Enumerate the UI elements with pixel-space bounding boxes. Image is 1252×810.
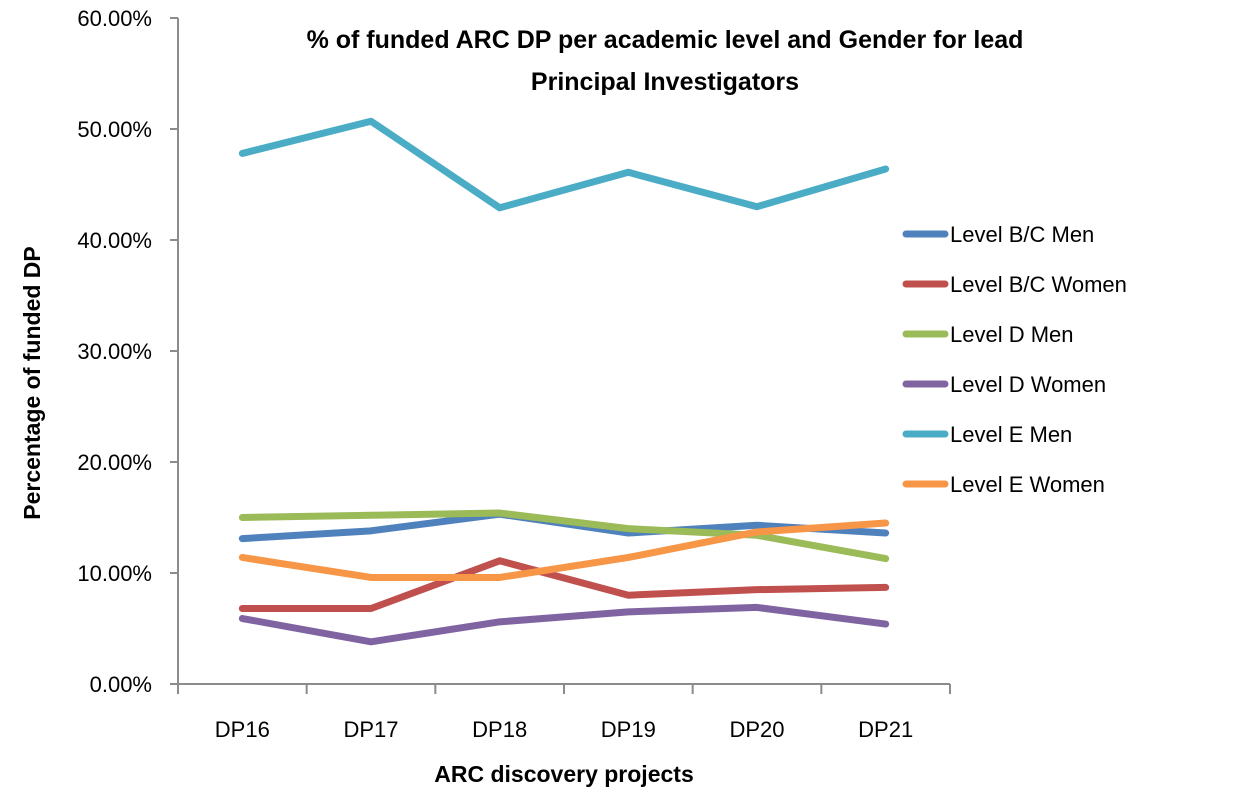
series-line-level-b-c-women: [238, 557, 890, 613]
y-tick-label: 60.00%: [77, 6, 152, 31]
y-tick-label: 30.00%: [77, 339, 152, 364]
x-axis-ticks: DP16 DP17 DP18 DP19 DP20 DP21: [177, 684, 951, 742]
legend-item: Level E Women: [902, 472, 1105, 497]
legend-label: Level B/C Men: [950, 222, 1094, 247]
series-lines: [238, 117, 890, 646]
legend-label: Level D Men: [950, 322, 1074, 347]
y-tick-label: 20.00%: [77, 450, 152, 475]
chart-title-line-1: % of funded ARC DP per academic level an…: [307, 26, 1024, 54]
series-line-level-e-women: [238, 519, 890, 581]
x-tick-label: DP21: [858, 717, 913, 742]
legend-label: Level B/C Women: [950, 272, 1127, 297]
y-tick-label: 40.00%: [77, 228, 152, 253]
chart-title-line-2: Principal Investigators: [531, 68, 799, 96]
x-tick-label: DP16: [215, 717, 270, 742]
legend-item: Level D Men: [902, 322, 1074, 347]
y-tick-label: 10.00%: [77, 561, 152, 586]
series-line-level-d-men: [238, 509, 890, 563]
legend-item: Level B/C Women: [902, 272, 1127, 297]
legend-item: Level B/C Men: [902, 222, 1094, 247]
x-tick-label: DP18: [472, 717, 527, 742]
x-tick-label: DP20: [729, 717, 784, 742]
y-tick-label: 0.00%: [90, 672, 152, 697]
axes: [177, 18, 950, 685]
x-axis-title: ARC discovery projects: [434, 761, 693, 787]
legend-item: Level D Women: [902, 372, 1106, 397]
series-line-level-d-women: [238, 603, 890, 646]
y-tick-label: 50.00%: [77, 117, 152, 142]
x-tick-label: DP19: [601, 717, 656, 742]
legend: Level B/C Men Level B/C Women Level D Men L…: [902, 222, 1127, 497]
legend-label: Level E Men: [950, 422, 1072, 447]
legend-label: Level D Women: [950, 372, 1106, 397]
y-axis-title: Percentage of funded DP: [19, 246, 45, 519]
legend-label: Level E Women: [950, 472, 1105, 497]
series-line-level-e-men: [238, 117, 890, 212]
legend-item: Level E Men: [902, 422, 1072, 447]
y-axis-ticks: 0.00% 10.00% 20.00% 30.00% 40.00% 50.00% 60.00…: [77, 6, 178, 697]
x-tick-label: DP17: [343, 717, 398, 742]
